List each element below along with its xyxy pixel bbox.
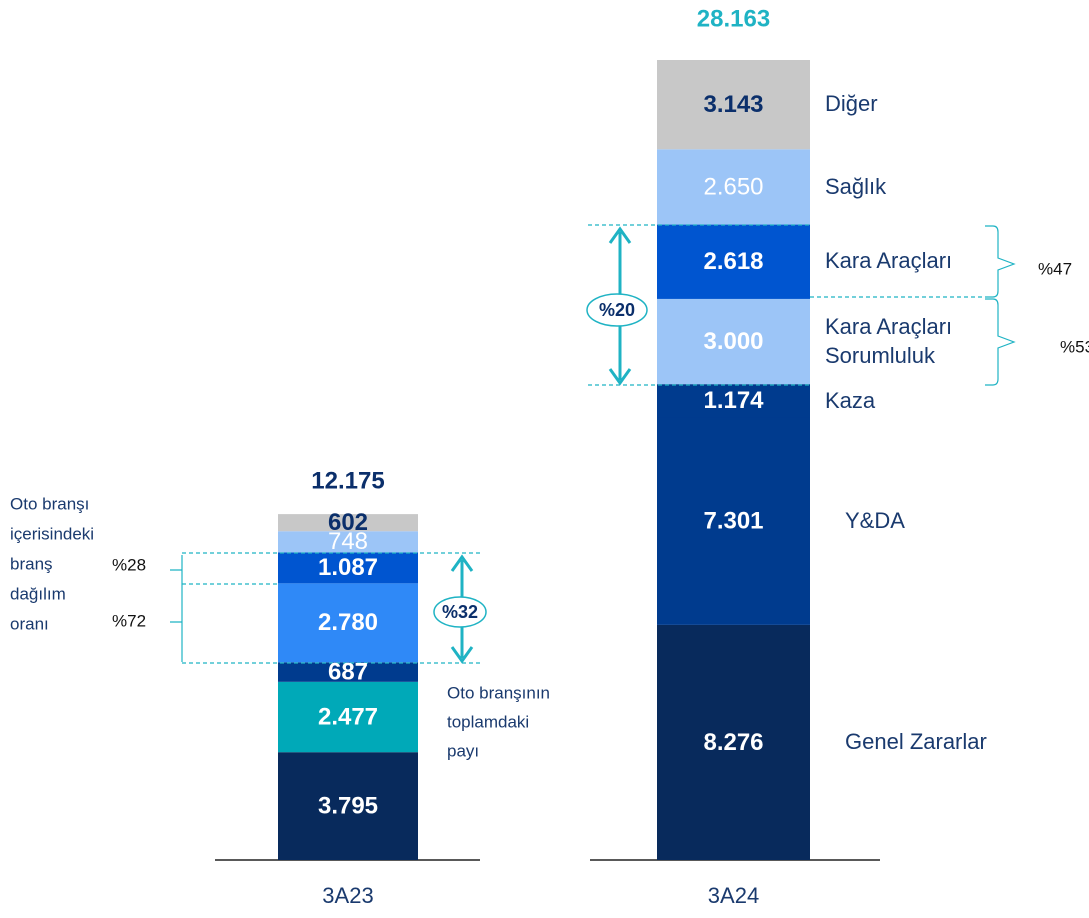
value-label: 7.301 [703, 508, 763, 535]
value-label: 8.276 [703, 729, 763, 756]
value-label: 2.780 [318, 609, 378, 636]
value-label: 748 [328, 528, 368, 555]
bar-segment [278, 583, 418, 663]
note-line: dağılım [10, 584, 66, 603]
bar-segment [657, 624, 810, 860]
value-label: 3.000 [703, 328, 763, 355]
total-label: 12.175 [311, 467, 384, 494]
value-label: 3.143 [703, 91, 763, 118]
bar-segment [278, 681, 418, 753]
value-label: 3.795 [318, 792, 378, 819]
bar-segment [657, 384, 810, 418]
annotation: %32 [442, 602, 478, 622]
note-line: toplamdaki [447, 712, 529, 731]
bracket [985, 225, 1016, 298]
annotation: %72 [112, 611, 146, 630]
annotations [170, 224, 1016, 664]
bar-segment [657, 60, 810, 150]
value-label: 2.618 [703, 248, 763, 275]
series-label: Diğer [825, 91, 878, 117]
series-label-text: Kaza [825, 387, 876, 413]
note-line: payı [447, 741, 479, 760]
series-label: Kara Araçları Sorumluluk [825, 313, 953, 368]
series-label-text: Sağlık [825, 173, 887, 199]
series-label: Y&DA [845, 507, 905, 533]
series-label-text: Genel Zararlar [845, 729, 987, 755]
note-line: Oto branşı [10, 494, 89, 513]
bar-segment [278, 531, 418, 553]
note-line: branş [10, 554, 53, 573]
annotation: %47 [1038, 259, 1072, 278]
series-label: Kaza [825, 387, 876, 413]
bar-segment [657, 149, 810, 225]
bar-segment [278, 514, 418, 532]
ellipse [433, 596, 487, 628]
value-label: 687 [328, 658, 368, 685]
value-label: 2.477 [318, 703, 378, 730]
ellipse [586, 293, 648, 327]
value-label: 1.174 [703, 387, 764, 414]
note-line: oranı [10, 614, 49, 633]
series-label-text: Y&DA [845, 507, 905, 533]
series-label: Kara Araçları [825, 248, 953, 274]
x-tick-label: 3A24 [708, 883, 759, 908]
series-label-text: Diğer [825, 91, 878, 117]
series-label: Genel Zararlar [845, 729, 987, 755]
bar-segment [278, 552, 418, 584]
annotation: %53 [1060, 337, 1089, 356]
annotation: %20 [599, 300, 635, 320]
series-label-text: Kara Araçları Sorumluluk [825, 313, 953, 368]
series-label-text: Kara Araçları [825, 248, 953, 274]
total-label: 28.163 [697, 5, 770, 32]
bar-segment [278, 752, 418, 860]
bar-segment [278, 662, 418, 682]
x-tick-label: 3A23 [322, 883, 373, 908]
series-label: Sağlık [825, 173, 887, 199]
bracket [985, 298, 1016, 386]
value-label: 1.087 [318, 554, 378, 581]
value-label: 602 [328, 509, 368, 536]
value-label: 2.650 [703, 173, 763, 200]
bracket [170, 555, 183, 662]
note-line: Oto branşının [447, 683, 550, 702]
bar-segment [657, 417, 810, 625]
bar-segment [657, 224, 810, 299]
arrow-head [608, 226, 632, 386]
arrow-head [450, 554, 474, 664]
note-line: içerisindeki [10, 524, 94, 543]
annotation: %28 [112, 555, 146, 574]
bar-segment [657, 298, 810, 385]
